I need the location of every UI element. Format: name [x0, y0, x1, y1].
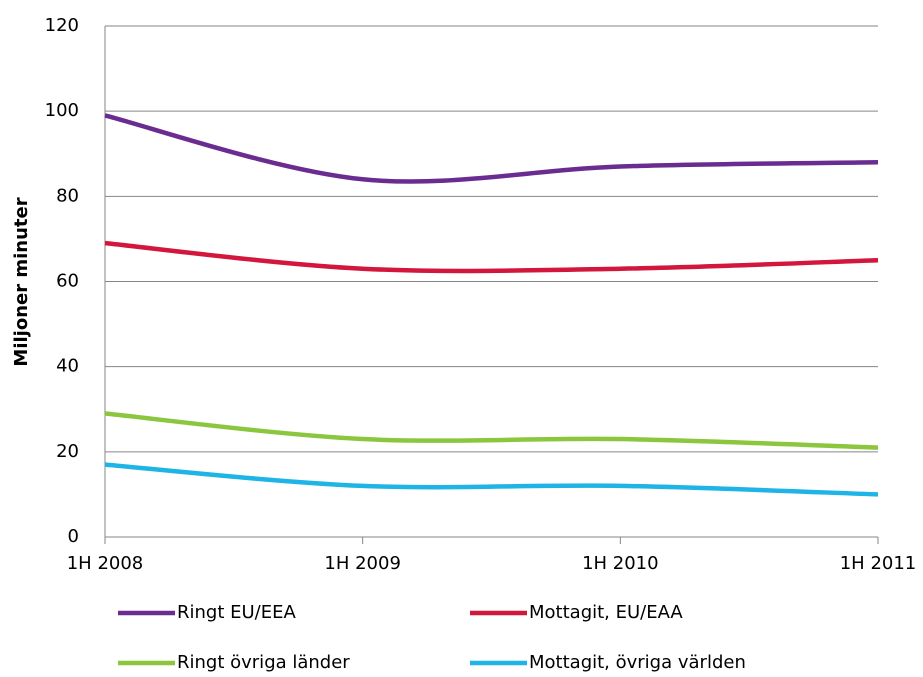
- legend-label: Ringt EU/EEA: [177, 602, 296, 623]
- x-tick-label: 1H 2011: [840, 553, 917, 574]
- y-tick-label: 20: [56, 441, 79, 462]
- legend-label: Mottagit, övriga världen: [529, 652, 746, 673]
- series-line: [104, 411, 879, 450]
- x-tick-label: 1H 2008: [67, 553, 144, 574]
- y-tick-label: 40: [56, 356, 79, 377]
- x-tick-label: 1H 2010: [582, 553, 659, 574]
- y-tick-label: 0: [68, 526, 79, 547]
- series-line: [104, 462, 879, 497]
- legend-label: Mottagit, EU/EAA: [529, 602, 683, 623]
- x-tick-label: 1H 2009: [324, 553, 401, 574]
- y-tick-label: 60: [56, 271, 79, 292]
- y-axis-label: Miljoner minuter: [11, 197, 32, 366]
- legend-label: Ringt övriga länder: [177, 652, 350, 673]
- y-tick-label: 100: [45, 100, 79, 121]
- series-line: [104, 240, 879, 274]
- y-tick-label: 80: [56, 185, 79, 206]
- y-tick-label: 120: [45, 15, 79, 36]
- series-line: [104, 113, 879, 184]
